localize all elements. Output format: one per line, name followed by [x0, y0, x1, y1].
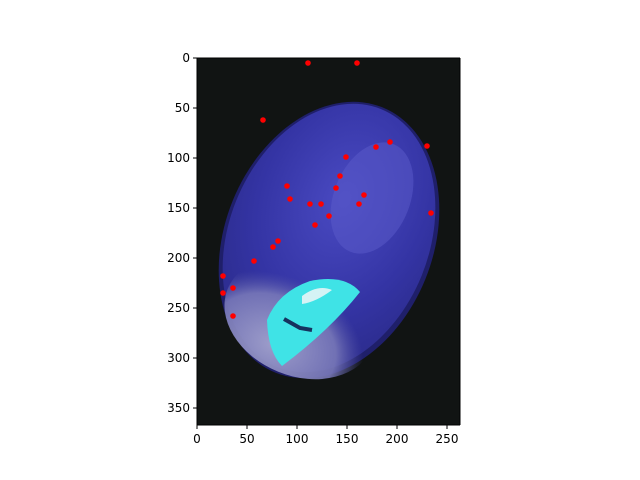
scatter-point [312, 222, 318, 228]
scatter-point [326, 213, 332, 219]
scatter-point [220, 273, 226, 279]
axes-frame [196, 57, 461, 426]
scatter-point [284, 183, 290, 189]
scatter-point [251, 258, 257, 264]
y-tick-label: 350 [167, 401, 190, 415]
scatter-point [428, 210, 434, 216]
scatter-point [287, 196, 293, 202]
scatter-point [333, 185, 339, 191]
x-axis: 0 50 100 150 200 250 [193, 425, 458, 446]
scatter-point [230, 313, 236, 319]
scatter-point [270, 244, 276, 250]
y-tick-label: 0 [182, 51, 190, 65]
scatter-point [220, 290, 226, 296]
scatter-point [387, 139, 393, 145]
scatter-point [318, 201, 324, 207]
y-tick-label: 200 [167, 251, 190, 265]
scatter-point [361, 192, 367, 198]
cyan-marker [267, 279, 360, 366]
scatter-point [373, 144, 379, 150]
y-tick-label: 50 [175, 101, 190, 115]
x-tick-label: 100 [286, 432, 309, 446]
scatter-point [230, 285, 236, 291]
scatter-point [307, 201, 313, 207]
scatter-point [305, 60, 311, 66]
marker-dark-glyph [283, 317, 313, 332]
scatter-point [354, 60, 360, 66]
y-axis: 0 50 100 150 200 250 300 350 [167, 51, 197, 415]
background-image [197, 58, 460, 425]
x-tick-label: 0 [193, 432, 201, 446]
y-tick-label: 100 [167, 151, 190, 165]
x-tick-label: 200 [386, 432, 409, 446]
y-tick-label: 250 [167, 301, 190, 315]
scatter-point [260, 117, 266, 123]
x-tick-label: 50 [239, 432, 254, 446]
x-tick-label: 150 [336, 432, 359, 446]
scatter-points [220, 60, 434, 319]
specimen-glare [330, 142, 414, 254]
scatter-point [337, 173, 343, 179]
y-tick-label: 300 [167, 351, 190, 365]
y-tick-label: 150 [167, 201, 190, 215]
scatter-point [275, 238, 281, 244]
scatter-point [424, 143, 430, 149]
scatter-point [356, 201, 362, 207]
marker-white-spot [302, 288, 332, 304]
scatter-point [343, 154, 349, 160]
x-tick-label: 250 [436, 432, 459, 446]
